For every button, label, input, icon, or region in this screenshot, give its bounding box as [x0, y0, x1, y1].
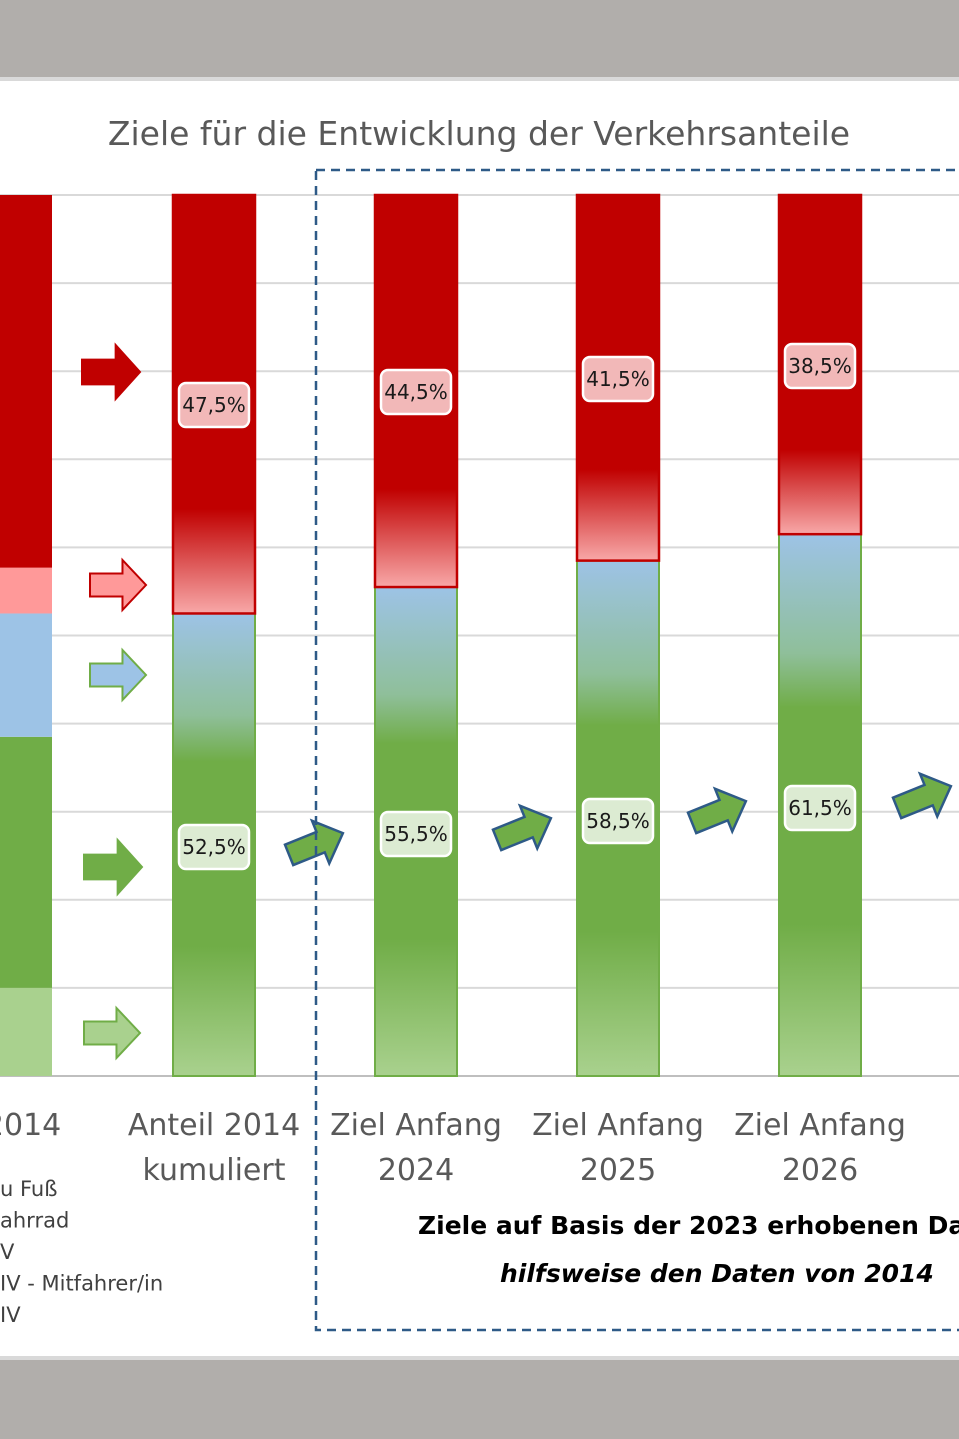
bar-segment — [0, 567, 52, 614]
bar-segment — [0, 613, 52, 737]
arrow-light-green-icon — [83, 1005, 142, 1061]
category-label: Ziel Anfang — [330, 1108, 502, 1143]
red-label-text: 41,5% — [586, 367, 650, 391]
target-frame — [314, 168, 959, 1332]
arrow-red-icon — [81, 342, 142, 402]
green-data-label: 52,5% — [177, 823, 251, 871]
green-label-box — [379, 810, 453, 858]
category-label: Ziel Anfang — [532, 1108, 704, 1143]
category-label: Ziel Anfang — [734, 1108, 906, 1143]
red-label-text: 38,5% — [788, 354, 852, 378]
green-label-box — [581, 797, 655, 845]
red-data-label: 38,5% — [783, 342, 857, 390]
category-label: 2025 — [580, 1153, 656, 1188]
red-label-box — [379, 368, 453, 416]
category-label: 2026 — [782, 1153, 858, 1188]
red-label-box — [783, 342, 857, 390]
data-labels: 47,5% 52,5% 44,5% 55,5% 41,5% 58,5% 38,5% 61,5% — [177, 342, 857, 871]
category-labels: il 2014 Anteil 2014 kumuliert Ziel Anfang 20… — [0, 1108, 906, 1188]
category-label: 2024 — [378, 1153, 454, 1188]
arrow-up-icon — [891, 771, 953, 820]
green-label-text: 58,5% — [586, 809, 650, 833]
legend-entry: IV — [0, 1303, 21, 1327]
category-label: kumuliert — [143, 1153, 286, 1188]
arrow-up-icon — [283, 818, 345, 867]
arrow-shape — [891, 771, 953, 820]
green-label-box — [177, 823, 251, 871]
red-label-text: 44,5% — [384, 380, 448, 404]
arrow-up-icon — [491, 803, 553, 852]
legend-entry: IV - Mitfahrer/in — [0, 1272, 163, 1296]
red-label-box — [581, 355, 655, 403]
arrow-green-icon — [83, 837, 144, 897]
legend-entry: u Fuß — [0, 1177, 57, 1201]
bar-segment — [0, 736, 52, 988]
category-label: il 2014 — [0, 1108, 61, 1143]
green-data-label: 58,5% — [581, 797, 655, 845]
red-data-label: 41,5% — [581, 355, 655, 403]
green-label-text: 52,5% — [182, 835, 246, 859]
legend-entry: ahrrad — [0, 1209, 69, 1233]
arrow-light-red-icon — [89, 557, 148, 613]
bar-segment — [0, 987, 52, 1076]
red-data-label: 47,5% — [177, 381, 251, 429]
chart-title: Ziele für die Entwicklung der Verkehrsan… — [108, 114, 850, 153]
red-label-text: 47,5% — [182, 393, 246, 417]
legend: u Fuß ahrrad V IV - Mitfahrer/in IV — [0, 1177, 163, 1327]
arrow-shape — [491, 803, 553, 852]
annotation-line-2: hilfsweise den Daten von 2014 — [500, 1259, 934, 1288]
arrows — [81, 342, 953, 1061]
red-label-box — [177, 381, 251, 429]
arrow-shape — [686, 786, 748, 835]
legend-entry: V — [0, 1240, 15, 1264]
bar-segment — [0, 195, 52, 568]
green-data-label: 61,5% — [783, 784, 857, 832]
green-label-box — [783, 784, 857, 832]
green-label-text: 61,5% — [788, 796, 852, 820]
red-data-label: 44,5% — [379, 368, 453, 416]
arrow-shape — [283, 818, 345, 867]
arrow-blue-icon — [89, 647, 148, 703]
green-data-label: 55,5% — [379, 810, 453, 858]
category-label: Anteil 2014 — [128, 1108, 300, 1143]
arrow-up-icon — [686, 786, 748, 835]
green-label-text: 55,5% — [384, 822, 448, 846]
annotation-line-1: Ziele auf Basis der 2023 erhobenen Dat — [418, 1211, 959, 1240]
